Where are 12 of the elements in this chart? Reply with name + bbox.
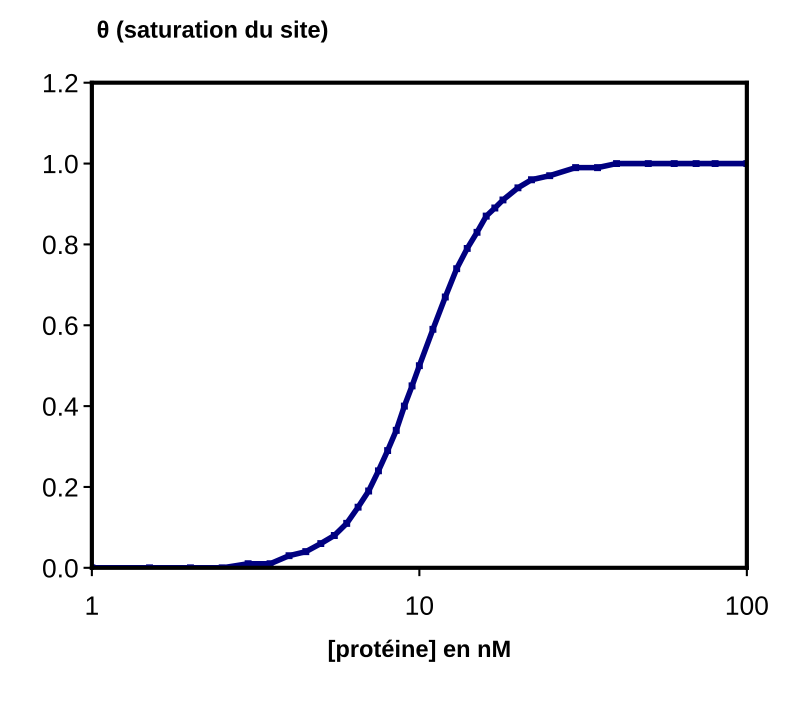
x-tick-label: 10 <box>406 596 434 615</box>
y-tick-label: 0.0 <box>43 558 78 578</box>
x-axis-title: [protéine] en nM <box>328 640 510 662</box>
y-tick-label: 0.2 <box>43 478 78 497</box>
chart-title: θ (saturation du site) <box>98 20 328 43</box>
x-tick-label: 1 <box>86 596 98 615</box>
y-tick-label: 0.4 <box>43 397 78 416</box>
y-tick-label: 0.8 <box>43 236 78 254</box>
y-tick-label: 0.6 <box>43 316 78 336</box>
y-tick-label: 1.2 <box>44 74 78 92</box>
y-tick-label: 1.0 <box>44 154 78 174</box>
x-tick-label: 100 <box>726 596 768 615</box>
